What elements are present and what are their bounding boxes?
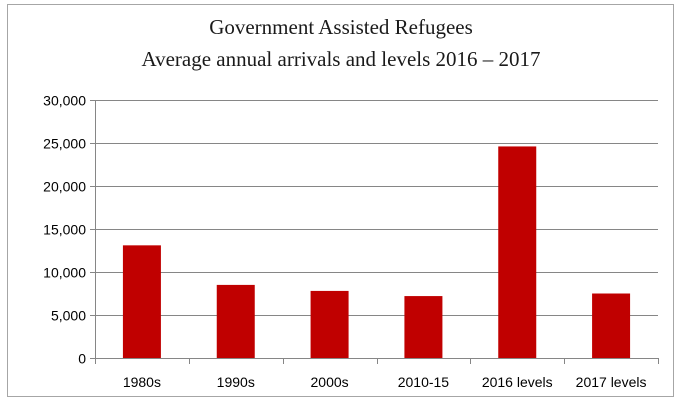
chart-title: Government Assisted Refugees	[209, 15, 473, 39]
x-tick-label: 2000s	[311, 374, 349, 390]
x-tick-label: 2016 levels	[482, 374, 553, 390]
y-tick-label: 25,000	[43, 136, 86, 152]
bar-1990s	[216, 284, 255, 358]
y-tick-label: 30,000	[43, 93, 86, 109]
bar-1980s	[122, 245, 161, 358]
x-tick-label: 2017 levels	[576, 374, 647, 390]
y-tick-label: 0	[78, 351, 86, 367]
y-axis-ticks: 0 5,000 10,000 15,000 20,000 25,000 30,000	[43, 93, 86, 367]
gridlines	[90, 100, 658, 359]
y-tick-label: 10,000	[43, 265, 86, 281]
x-tick-label: 1990s	[217, 374, 255, 390]
x-tick-label: 1980s	[123, 374, 161, 390]
chart-subtitle: Average annual arrivals and levels 2016 …	[141, 47, 541, 71]
y-tick-label: 20,000	[43, 179, 86, 195]
bar-2016-levels	[498, 146, 537, 358]
bar-2010-15	[404, 296, 443, 358]
y-tick-label: 5,000	[51, 308, 86, 324]
bars	[122, 146, 631, 358]
x-axis-labels: 1980s 1990s 2000s 2010-15 2016 levels 2017 le…	[123, 374, 647, 390]
bar-2000s	[310, 290, 349, 358]
x-tick-label: 2010-15	[398, 374, 450, 390]
x-axis	[95, 358, 659, 364]
y-tick-label: 15,000	[43, 222, 86, 238]
bar-2017-levels	[592, 293, 631, 358]
